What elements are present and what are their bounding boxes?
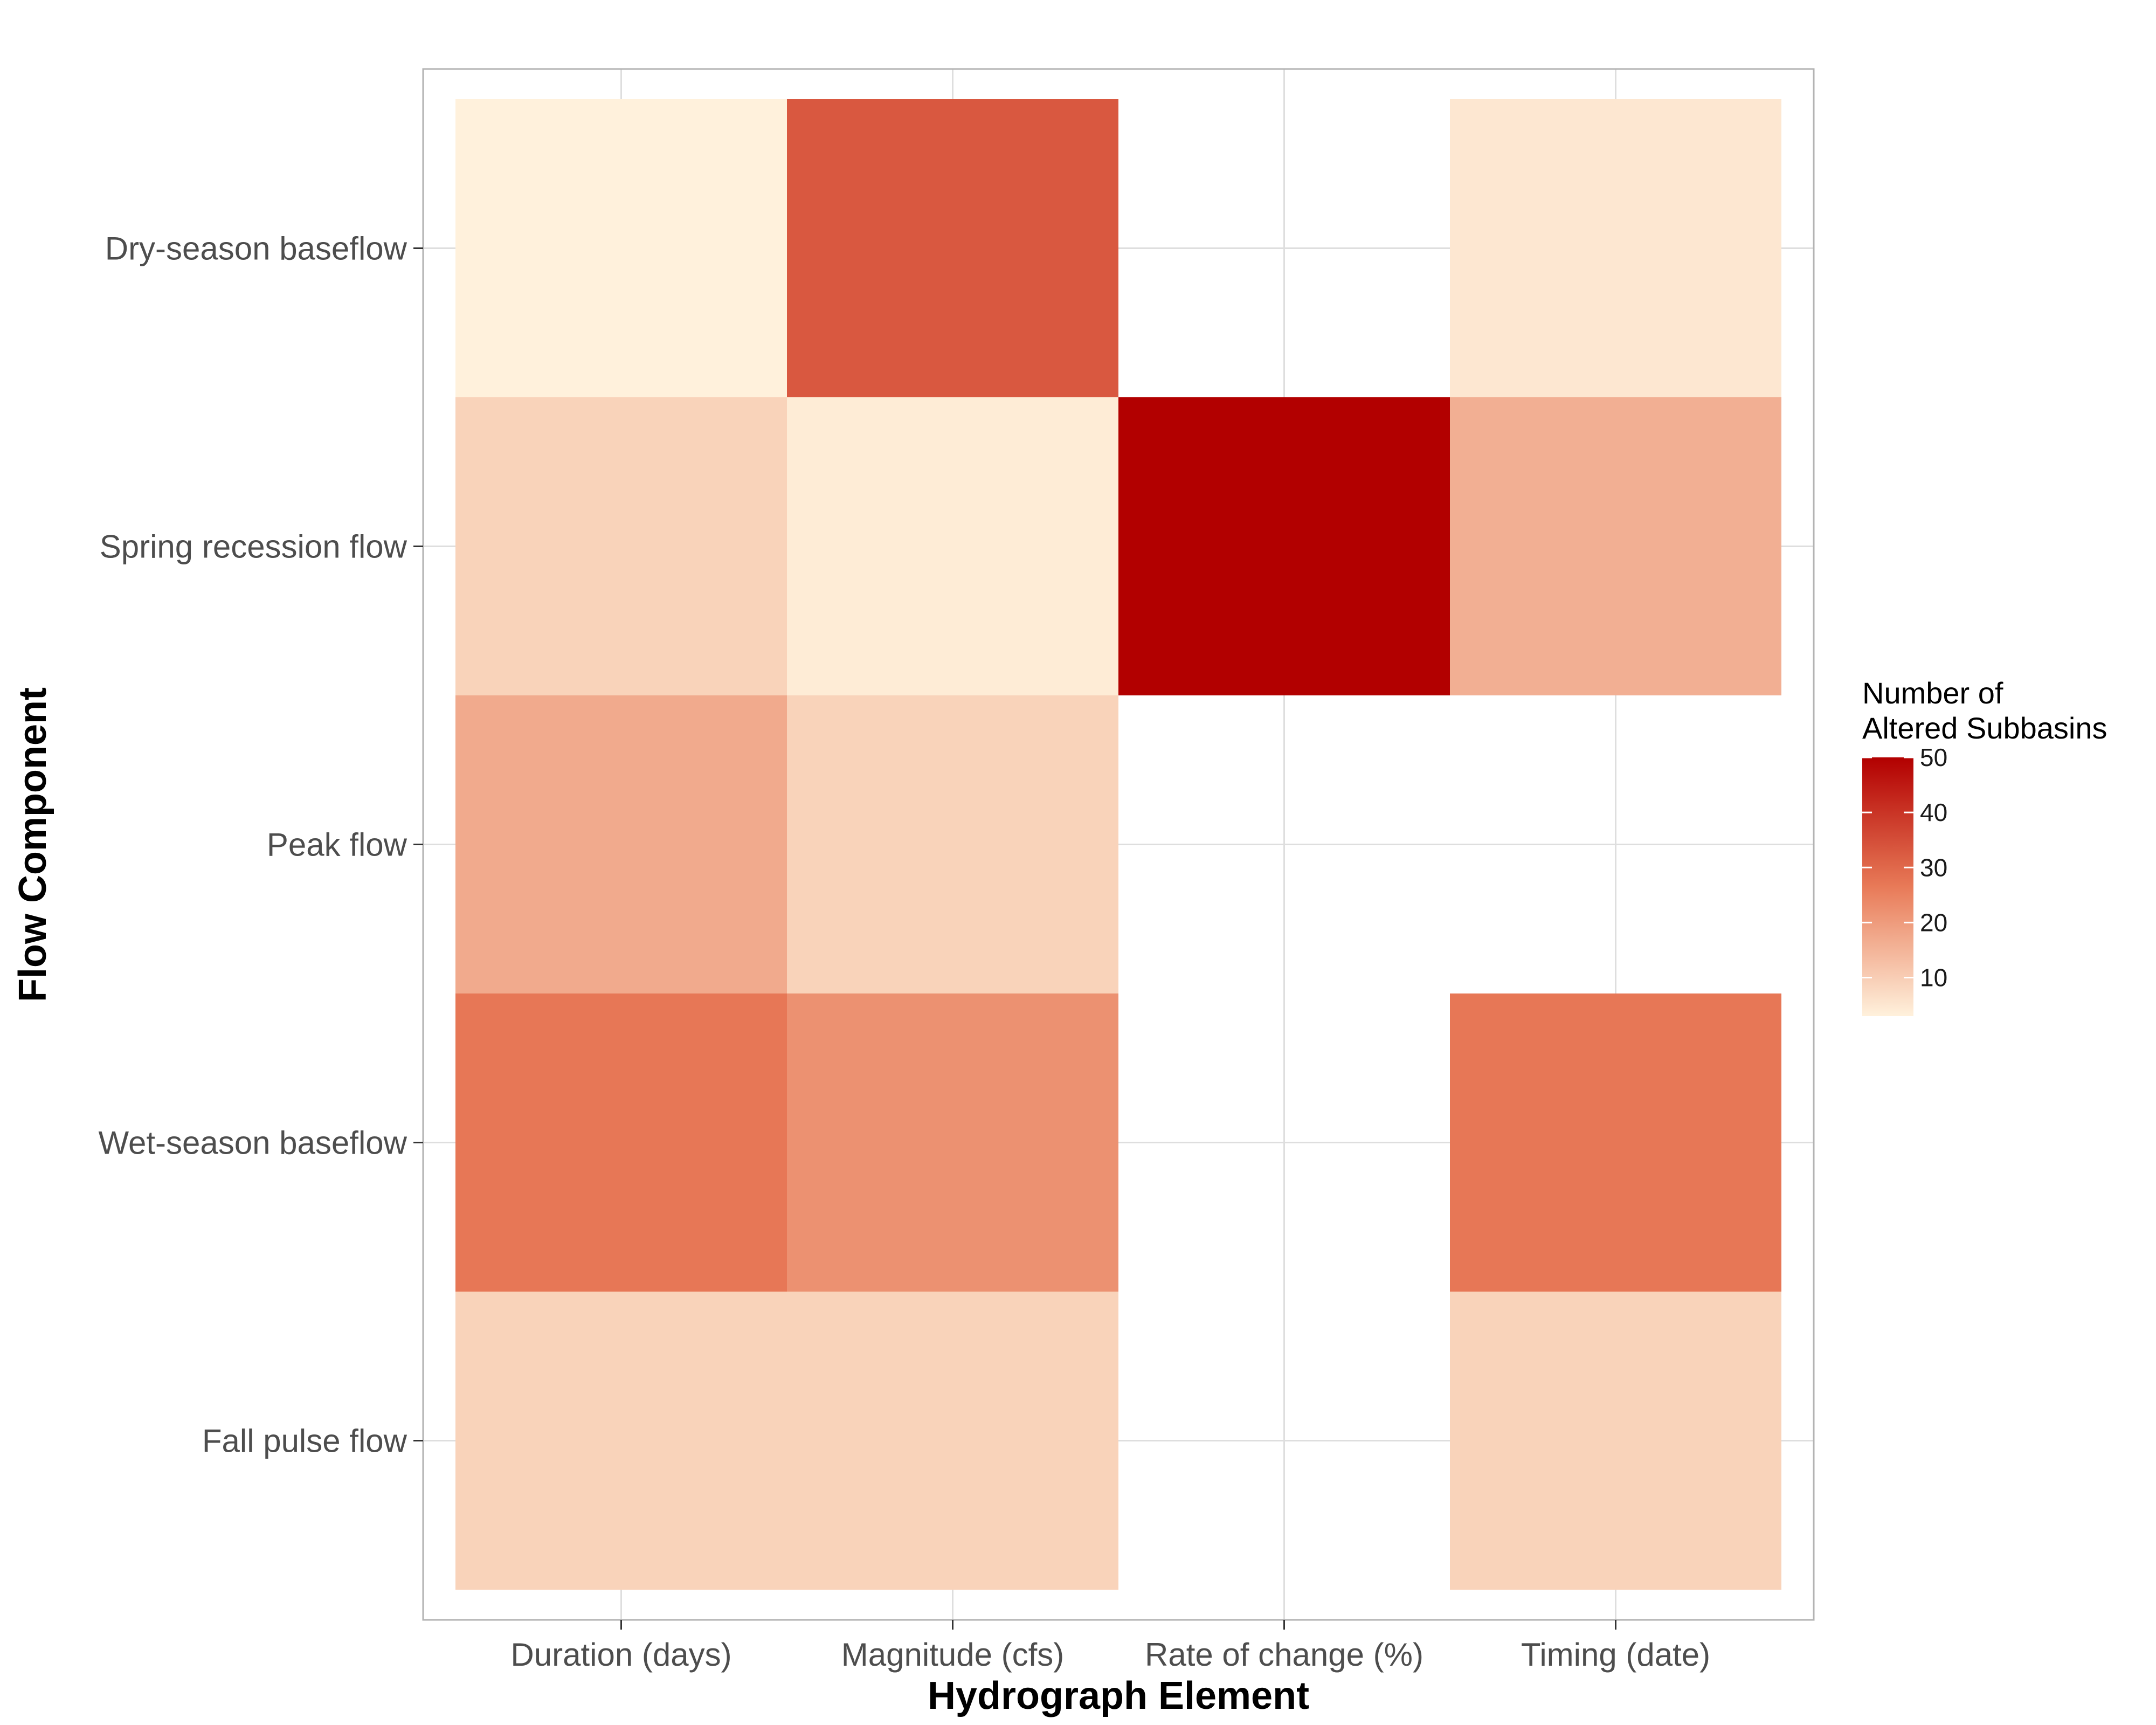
heatmap-cell-dry-season-baseflow-magnitude-cfs (787, 99, 1118, 397)
axis-ticks (413, 247, 1616, 1630)
color-legend: Number of Altered Subbasins 10 20 30 40 50 (1862, 676, 2107, 1016)
legend-tick-label-20: 20 (1920, 908, 1947, 936)
x-tick-label-duration-days: Duration (days) (510, 1637, 731, 1673)
heatmap-cell-wet-season-baseflow-duration-days (455, 993, 787, 1292)
y-tick-label-dry-season-baseflow: Dry-season baseflow (105, 231, 407, 267)
legend-title-line-2: Altered Subbasins (1862, 711, 2107, 745)
legend-tick-label-10: 10 (1920, 964, 1947, 992)
heatmap-cell-spring-recession-flow-magnitude-cfs (787, 397, 1118, 695)
x-tick-label-timing-date: Timing (date) (1521, 1637, 1710, 1673)
legend-tick-label-40: 40 (1920, 798, 1947, 826)
x-axis-title: Hydrograph Element (928, 1674, 1309, 1717)
heatmap-cell-fall-pulse-flow-duration-days (455, 1292, 787, 1590)
legend-title-line-1: Number of (1862, 676, 2003, 710)
x-tick-labels: Duration (days) Magnitude (cfs) Rate of ch… (510, 1637, 1710, 1673)
heatmap-cell-peak-flow-duration-days (455, 695, 787, 993)
heatmap-cell-peak-flow-magnitude-cfs (787, 695, 1118, 993)
legend-color-bar (1862, 757, 1913, 1016)
heatmap-cell-fall-pulse-flow-timing-date (1450, 1292, 1781, 1590)
heatmap-cell-spring-recession-flow-rate-of-change (1118, 397, 1450, 695)
heatmap-cell-spring-recession-flow-duration-days (455, 397, 787, 695)
legend-ticks: 10 20 30 40 50 (1862, 743, 1947, 992)
y-tick-label-fall-pulse-flow: Fall pulse flow (202, 1423, 407, 1459)
y-tick-label-peak-flow: Peak flow (267, 827, 407, 863)
heatmap-cells (455, 99, 1781, 1590)
x-tick-label-rate-of-change: Rate of change (%) (1145, 1637, 1423, 1673)
heatmap-cell-dry-season-baseflow-timing-date (1450, 99, 1781, 397)
heatmap-cell-fall-pulse-flow-magnitude-cfs (787, 1292, 1118, 1590)
y-tick-label-wet-season-baseflow: Wet-season baseflow (98, 1125, 407, 1161)
y-tick-label-spring-recession-flow: Spring recession flow (100, 529, 407, 565)
heatmap-cell-dry-season-baseflow-duration-days (455, 99, 787, 397)
legend-tick-label-30: 30 (1920, 853, 1947, 881)
y-axis-title: Flow Component (11, 687, 54, 1002)
heatmap-cell-wet-season-baseflow-timing-date (1450, 993, 1781, 1292)
y-tick-labels: Dry-season baseflow Spring recession flow… (98, 231, 407, 1459)
x-tick-label-magnitude-cfs: Magnitude (cfs) (841, 1637, 1065, 1673)
legend-tick-label-50: 50 (1920, 743, 1947, 771)
heatmap-cell-wet-season-baseflow-magnitude-cfs (787, 993, 1118, 1292)
heatmap-cell-spring-recession-flow-timing-date (1450, 397, 1781, 695)
